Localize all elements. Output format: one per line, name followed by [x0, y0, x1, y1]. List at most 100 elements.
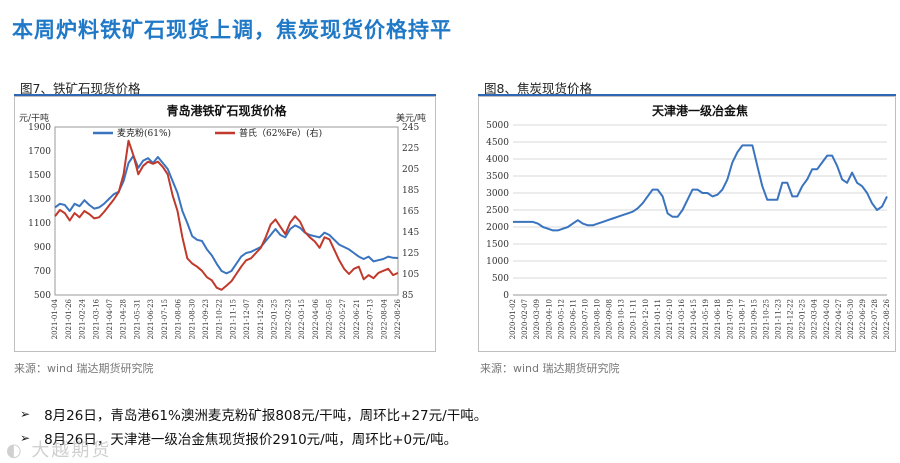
x-tick-label: 2022-05-05: [326, 299, 334, 339]
x-tick-label: 2022-08-26: [883, 298, 891, 339]
x-tick-label: 2021-10-22: [216, 299, 224, 339]
x-tick-label: 2022-04-06: [312, 298, 320, 339]
y-tick-label-left: 500: [34, 291, 51, 301]
watermark-logo: ◐ 大越期货: [6, 440, 112, 461]
x-tick-label: 2022-06-29: [859, 299, 867, 339]
figure1-rule: [14, 94, 436, 96]
y-tick-label: 5000: [486, 121, 509, 131]
x-tick-label: 2020-05-12: [557, 299, 565, 339]
x-tick-label: 2021-02-10: [666, 299, 674, 339]
y-tick-label-left: 700: [34, 267, 51, 277]
x-tick-label: 2020-01-02: [509, 299, 517, 339]
x-tick-label: 2021-10-25: [762, 299, 770, 339]
y-tick-label-left: 1300: [28, 195, 51, 205]
x-tick-label: 2021-11-15: [229, 299, 237, 339]
bullet-text: 8月26日，天津港一级冶金焦现货报价2910元/吨，周环比+0元/吨。: [44, 432, 458, 448]
x-tick-label: 2022-02-23: [284, 299, 292, 339]
x-tick-label: 2020-11-11: [630, 299, 638, 339]
figure1-source: 来源：wind 瑞达期货研究院: [14, 362, 154, 375]
y-tick-label: 2000: [486, 223, 509, 233]
x-tick-label: 2021-03-16: [678, 298, 686, 339]
y-tick-label: 500: [492, 274, 509, 284]
y-axis-right-label: 美元/吨: [396, 112, 426, 124]
y-tick-label-left: 1100: [28, 219, 51, 229]
x-tick-label: 2021-05-31: [133, 299, 141, 339]
y-tick-label-right: 205: [402, 165, 419, 175]
legend-label: 麦克粉(61%): [117, 127, 171, 139]
x-tick-label: 2022-07-28: [871, 299, 879, 339]
x-tick-label: 2021-04-15: [690, 299, 698, 339]
x-tick-label: 2021-05-19: [702, 299, 710, 339]
y-tick-label: 3000: [486, 189, 509, 199]
y-tick-label-right: 105: [402, 270, 419, 280]
x-tick-label: 2022-05-30: [847, 299, 855, 339]
x-tick-label: 2020-02-07: [521, 299, 529, 339]
figure2-panel: 天津港一级冶金焦 0 500 1000 1500 2000 2500 3000 3500 4000…: [478, 96, 896, 352]
x-tick-label: 2021-08-17: [738, 299, 746, 339]
y-tick-label-right: 145: [402, 228, 419, 238]
chart-title: 青岛港铁矿石现货价格: [166, 103, 287, 118]
x-tick-label: 2021-03-16: [92, 298, 100, 339]
y-axis-left-label: 元/干吨: [19, 112, 49, 124]
y-tick-label-right: 125: [402, 249, 419, 259]
x-tick-label: 2022-03-04: [811, 298, 819, 339]
x-tick-label: 2020-03-09: [533, 299, 541, 339]
y-tick-label-left: 1500: [28, 171, 51, 181]
x-tick-label: 2021-01-26: [65, 298, 73, 339]
figure2-caption: 图8、焦炭现货价格: [484, 81, 592, 96]
x-tick-label: 2022-07-13: [367, 299, 375, 339]
x-tick-label: 2021-08-30: [188, 299, 196, 339]
x-tick-label: 2022-04-02: [823, 299, 831, 339]
x-tick-label: 2021-06-18: [714, 299, 722, 339]
x-tick-label: 2022-04-27: [835, 299, 843, 339]
series-line-coke: [513, 144, 888, 232]
arrow-bullet-icon: ➢: [20, 407, 31, 421]
x-tick-label: 2022-05-27: [339, 299, 347, 339]
bullet-text: 8月26日，青岛港61%澳洲麦克粉矿报808元/干吨，周环比+27元/干吨。: [44, 408, 488, 424]
y-tick-label: 0: [503, 291, 509, 301]
y-tick-label-right: 185: [402, 186, 419, 196]
x-tick-label: 2020-07-10: [581, 299, 589, 339]
x-tick-label: 2022-08-04: [380, 298, 388, 339]
arrow-bullet-icon: ➢: [20, 431, 31, 445]
x-tick-label: 2021-08-06: [175, 298, 183, 339]
figure1-caption: 图7、铁矿石现货价格: [20, 81, 141, 96]
y-tick-label-right: 225: [402, 144, 419, 154]
figure2-rule: [478, 94, 896, 96]
x-tick-label: 2022-08-26: [394, 298, 402, 339]
x-tick-label: 2020-08-10: [594, 299, 602, 339]
y-tick-label: 4500: [486, 138, 509, 148]
x-tick-label: 2020-09-08: [606, 299, 614, 339]
x-tick-label: 2021-04-07: [106, 299, 114, 339]
x-tick-label: 2022-01-25: [271, 299, 279, 339]
x-tick-label: 2020-12-10: [642, 299, 650, 339]
x-tick-label: 2020-06-11: [569, 299, 577, 339]
y-tick-label-left: 1700: [28, 147, 51, 157]
x-tick-label: 2021-02-24: [79, 298, 87, 339]
y-tick-label-left: 1900: [28, 123, 51, 133]
y-tick-label: 1000: [486, 257, 509, 267]
x-tick-label: 2021-09-23: [202, 299, 210, 339]
x-tick-label: 2021-06-23: [147, 299, 155, 339]
bullet-item: ➢ 8月26日，天津港一级冶金焦现货报价2910元/吨，周环比+0元/吨。: [20, 426, 487, 450]
y-tick-label: 4000: [486, 155, 509, 165]
coke-chart: 天津港一级冶金焦 0 500 1000 1500 2000 2500 3000 3500 4000…: [486, 103, 891, 339]
series-line-platts: [54, 139, 399, 291]
x-tick-label: 2022-03-15: [298, 299, 306, 339]
x-tick-label: 2021-12-22: [787, 299, 795, 339]
y-tick-label: 2500: [486, 206, 509, 216]
figure2-source: 来源：wind 瑞达期货研究院: [480, 362, 620, 375]
x-tick-label: 2021-09-15: [750, 299, 758, 339]
y-tick-label-left: 900: [34, 243, 51, 253]
x-tick-label: 2022-06-21: [353, 299, 361, 339]
bullet-item: ➢ 8月26日，青岛港61%澳洲麦克粉矿报808元/干吨，周环比+27元/干吨。: [20, 402, 487, 426]
x-tick-label: 2021-07-15: [161, 299, 169, 339]
x-tick-label: 2022-01-25: [799, 299, 807, 339]
x-tick-label: 2021-11-23: [775, 299, 783, 339]
x-tick-label: 2021-12-07: [243, 299, 251, 339]
x-tick-label: 2021-01-04: [51, 298, 59, 339]
y-tick-label-right: 165: [402, 207, 419, 217]
series-line-mac-fines: [54, 154, 399, 275]
y-tick-label-right: 245: [402, 123, 419, 133]
